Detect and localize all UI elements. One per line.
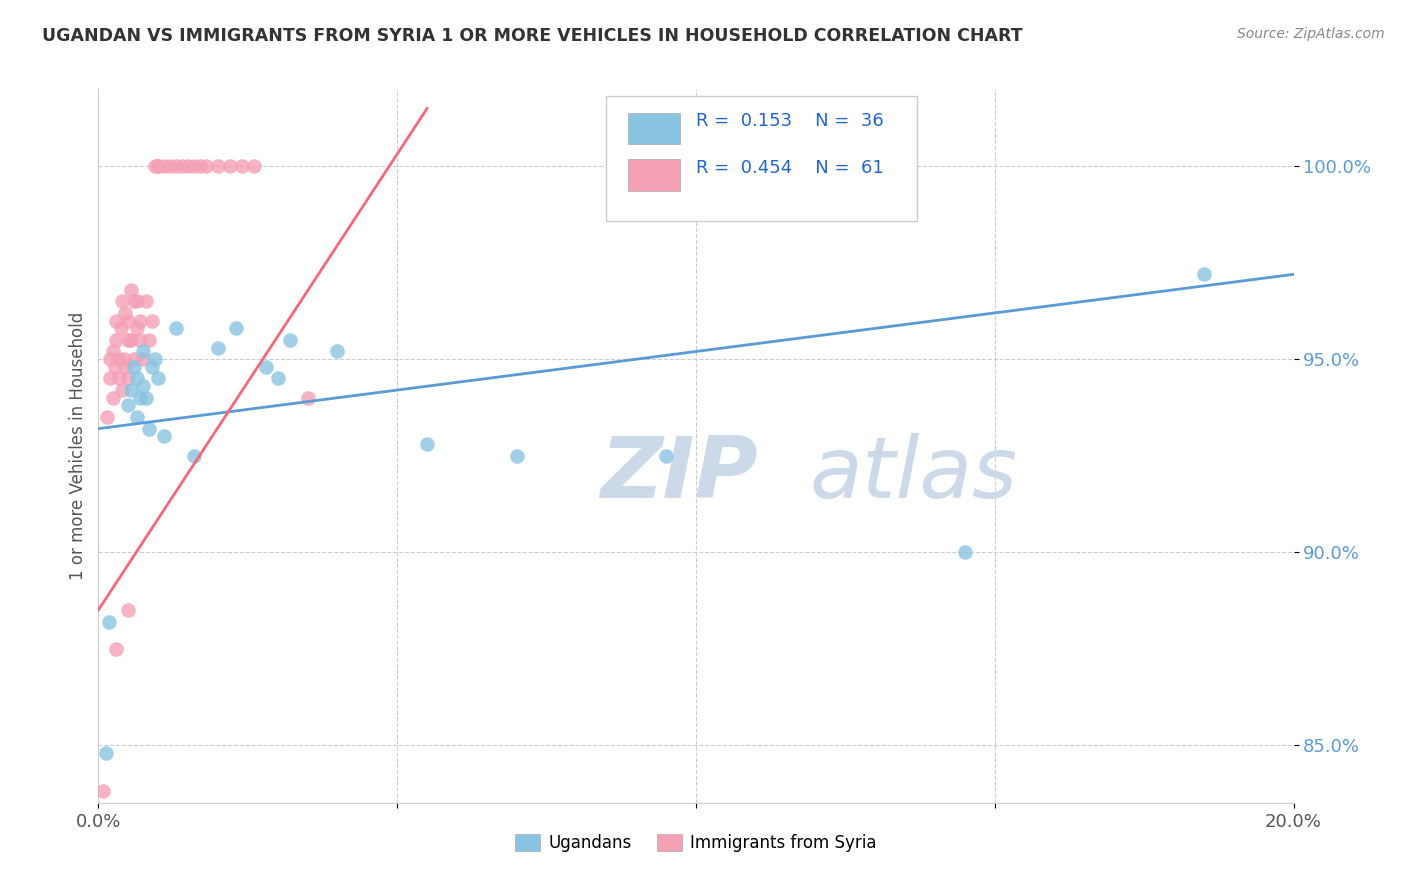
Point <box>183 449 205 463</box>
Point <box>111 383 134 397</box>
Point <box>110 321 132 335</box>
Point <box>267 371 290 385</box>
Point <box>105 333 128 347</box>
Text: R =  0.454    N =  61: R = 0.454 N = 61 <box>696 159 884 177</box>
Point <box>143 352 166 367</box>
Point <box>148 159 170 173</box>
Point <box>120 383 142 397</box>
Text: R =  0.153    N =  36: R = 0.153 N = 36 <box>696 112 884 130</box>
Point <box>117 603 139 617</box>
Point <box>153 159 176 173</box>
Legend: Ugandans, Immigrants from Syria: Ugandans, Immigrants from Syria <box>509 827 883 859</box>
Point <box>103 391 125 405</box>
Point <box>177 159 200 173</box>
Point <box>103 344 125 359</box>
Point <box>114 359 136 374</box>
Point <box>326 344 349 359</box>
Point <box>127 371 149 385</box>
Point <box>138 333 160 347</box>
FancyBboxPatch shape <box>628 112 681 145</box>
Point <box>124 294 146 309</box>
Point <box>219 159 242 173</box>
Point <box>117 399 139 413</box>
Point <box>231 159 253 173</box>
Point <box>135 294 157 309</box>
Point <box>132 379 155 393</box>
Point <box>138 422 160 436</box>
Point <box>127 410 149 425</box>
Point <box>278 333 301 347</box>
Point <box>195 159 218 173</box>
Text: Source: ZipAtlas.com: Source: ZipAtlas.com <box>1237 27 1385 41</box>
Point <box>132 344 155 359</box>
Point <box>141 313 163 327</box>
Point <box>141 359 163 374</box>
Point <box>105 641 128 656</box>
Point <box>135 391 157 405</box>
Point <box>117 333 139 347</box>
Point <box>120 333 142 347</box>
Point <box>165 159 187 173</box>
Point <box>124 352 146 367</box>
Point <box>98 371 122 385</box>
Point <box>183 159 205 173</box>
Point <box>98 352 122 367</box>
Point <box>127 321 149 335</box>
Point <box>111 294 134 309</box>
Point <box>129 333 152 347</box>
Point <box>143 159 166 173</box>
Point <box>96 410 118 425</box>
Text: atlas: atlas <box>810 433 1018 516</box>
Point <box>129 313 152 327</box>
Point <box>120 283 142 297</box>
Point <box>94 746 117 760</box>
Point <box>506 449 529 463</box>
Point <box>108 352 131 367</box>
Point <box>254 359 277 374</box>
FancyBboxPatch shape <box>606 96 917 221</box>
Point <box>243 159 266 173</box>
Point <box>148 159 170 173</box>
Point <box>104 359 127 374</box>
Point <box>159 159 181 173</box>
Point <box>207 159 229 173</box>
Point <box>297 391 319 405</box>
Point <box>225 321 247 335</box>
Point <box>132 352 155 367</box>
Point <box>124 359 146 374</box>
Point <box>172 159 194 173</box>
Point <box>114 306 136 320</box>
Point <box>91 784 114 798</box>
Point <box>112 352 135 367</box>
Point <box>98 615 121 629</box>
Point <box>188 159 211 173</box>
Y-axis label: 1 or more Vehicles in Household: 1 or more Vehicles in Household <box>69 312 87 580</box>
Point <box>416 437 439 451</box>
Point <box>207 341 229 355</box>
Point <box>953 545 976 559</box>
Point <box>117 313 139 327</box>
Text: UGANDAN VS IMMIGRANTS FROM SYRIA 1 OR MORE VEHICLES IN HOUSEHOLD CORRELATION CHA: UGANDAN VS IMMIGRANTS FROM SYRIA 1 OR MO… <box>42 27 1022 45</box>
Point <box>108 371 131 385</box>
Point <box>105 313 128 327</box>
Text: ZIP: ZIP <box>600 433 758 516</box>
Point <box>129 391 152 405</box>
Point <box>127 294 149 309</box>
Point <box>165 321 187 335</box>
Point <box>148 371 170 385</box>
Point <box>117 371 139 385</box>
FancyBboxPatch shape <box>628 159 681 191</box>
Point <box>655 449 678 463</box>
Point <box>94 807 117 822</box>
Point <box>153 429 176 443</box>
Point <box>1192 268 1215 282</box>
